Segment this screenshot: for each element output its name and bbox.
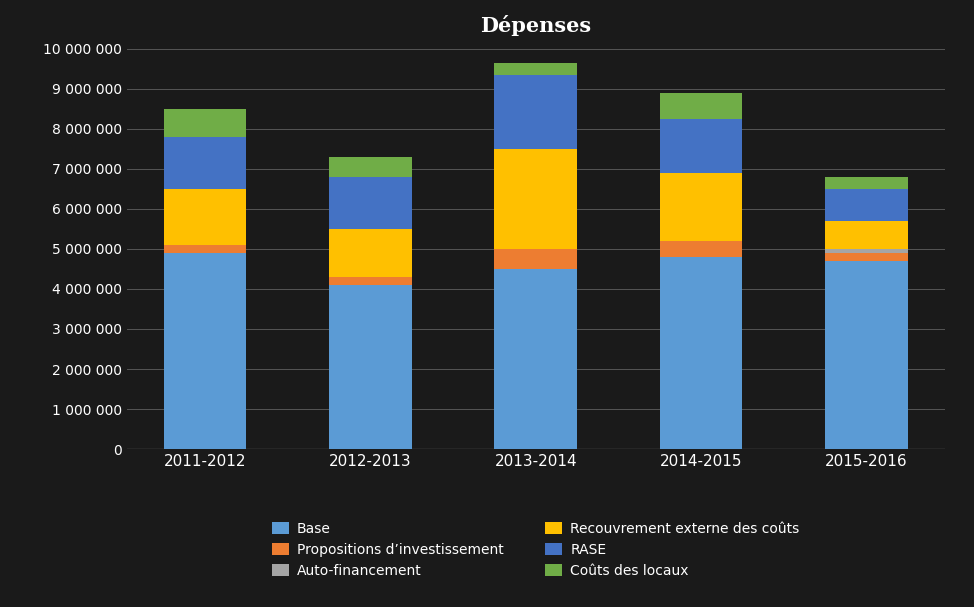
Bar (659, 173, 742, 241)
Bar (495, 149, 577, 249)
Title: Dépenses: Dépenses (480, 15, 591, 36)
Bar (495, 75, 577, 149)
Bar (164, 109, 246, 137)
Bar (659, 241, 742, 257)
Bar (329, 157, 412, 177)
Bar (825, 253, 908, 261)
Bar (164, 189, 246, 245)
Bar (329, 285, 412, 449)
Legend: Base, Propositions d’investissement, Auto-financement, Recouvrement externe des : Base, Propositions d’investissement, Aut… (266, 516, 805, 583)
Bar (659, 93, 742, 119)
Bar (329, 229, 412, 277)
Bar (164, 137, 246, 189)
Bar (659, 118, 742, 173)
Bar (164, 245, 246, 253)
Bar (825, 261, 908, 449)
Bar (495, 269, 577, 449)
Bar (495, 249, 577, 269)
Bar (825, 189, 908, 221)
Bar (329, 277, 412, 285)
Bar (164, 253, 246, 449)
Bar (329, 177, 412, 229)
Bar (659, 257, 742, 449)
Bar (825, 249, 908, 253)
Bar (825, 221, 908, 249)
Bar (825, 177, 908, 189)
Bar (495, 63, 577, 75)
